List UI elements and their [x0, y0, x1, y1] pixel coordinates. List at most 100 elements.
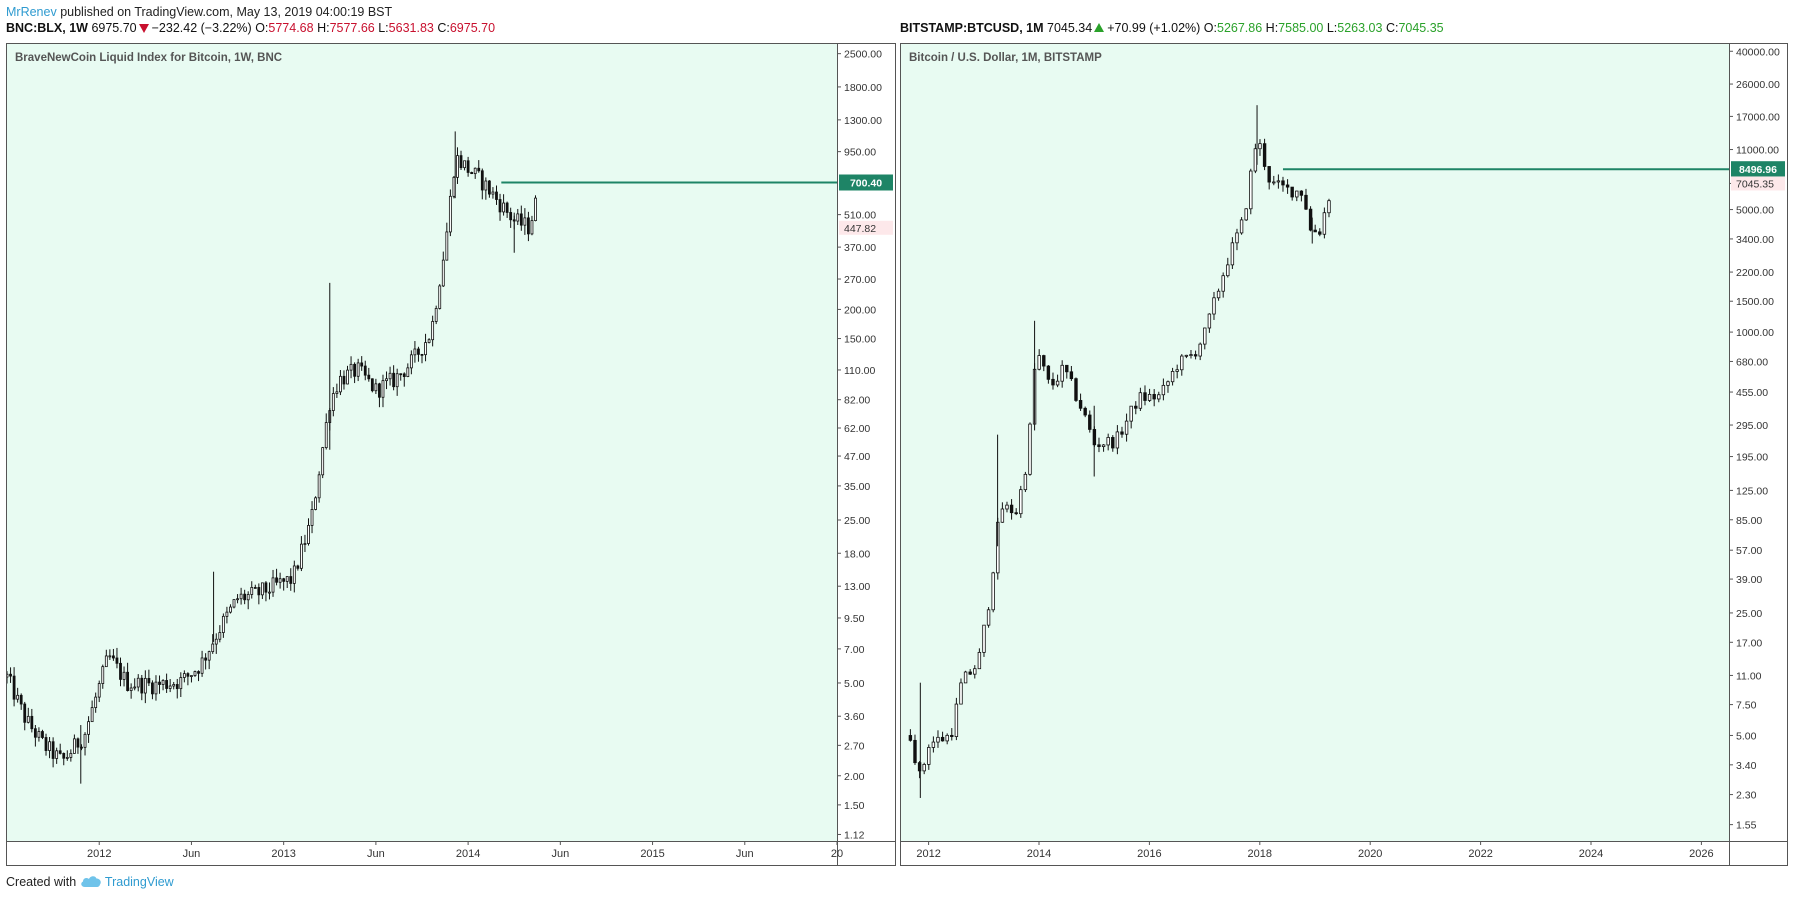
- candle: [346, 365, 349, 385]
- candle-body: [473, 167, 477, 175]
- candle-body: [62, 753, 66, 759]
- candle: [211, 634, 215, 654]
- candle-body: [445, 231, 449, 261]
- candle: [1258, 139, 1262, 156]
- last-price-label: 7045.35: [1736, 178, 1774, 190]
- candle-body: [424, 342, 427, 356]
- candle-body: [41, 731, 44, 738]
- candle-body: [346, 369, 349, 385]
- y-tick-label: 950.00: [844, 147, 876, 159]
- x-tick-label: 2013: [271, 848, 295, 860]
- candle: [445, 222, 449, 261]
- candle: [193, 670, 197, 677]
- candle: [1244, 208, 1248, 221]
- right-chart-pane[interactable]: Bitcoin / U.S. Dollar, 1M, BITSTAMP 40000…: [900, 43, 1788, 866]
- y-tick-label: 200.00: [844, 304, 876, 316]
- candle: [363, 360, 367, 381]
- candle-body: [1216, 290, 1221, 299]
- y-tick-label: 47.00: [844, 451, 870, 463]
- y-tick-label: 5000.00: [1736, 205, 1774, 217]
- candle: [250, 581, 254, 599]
- candle: [172, 681, 176, 690]
- y-tick-label: 17000.00: [1736, 111, 1780, 123]
- candle-body: [1285, 184, 1290, 188]
- y-tick-label: 270.00: [844, 274, 876, 286]
- y-tick-label: 35.00: [844, 481, 870, 493]
- candle: [438, 284, 442, 310]
- left-chart-pane[interactable]: BraveNewCoin Liquid Index for Bitcoin, 1…: [6, 43, 896, 866]
- candle-body: [1097, 444, 1101, 448]
- candle: [44, 733, 48, 756]
- candle-body: [1327, 200, 1331, 214]
- candle: [321, 446, 325, 479]
- right-symbol[interactable]: BITSTAMP:BTCUSD, 1M: [900, 21, 1044, 35]
- candle-body: [1143, 392, 1147, 401]
- candle-body: [1138, 392, 1143, 409]
- left-chart-svg[interactable]: BraveNewCoin Liquid Index for Bitcoin, 1…: [7, 44, 895, 865]
- candle: [108, 649, 112, 660]
- candle: [417, 346, 420, 362]
- candle: [431, 315, 435, 347]
- candle-body: [399, 373, 403, 376]
- candle-body: [1051, 378, 1055, 386]
- candle: [9, 667, 12, 683]
- candle: [253, 584, 257, 589]
- candle-body: [363, 365, 367, 376]
- candle: [360, 356, 364, 371]
- candle: [498, 193, 502, 221]
- candle-body: [285, 576, 289, 582]
- level-price-label: 8496.96: [1739, 164, 1777, 176]
- left-symbol[interactable]: BNC:BLX, 1W: [6, 21, 88, 35]
- candle-body: [1101, 444, 1106, 448]
- x-tick-label: 2015: [640, 848, 664, 860]
- candle: [83, 732, 87, 756]
- candle: [175, 678, 179, 699]
- candle: [229, 604, 232, 614]
- candle-body: [310, 509, 314, 526]
- right-chart-svg[interactable]: Bitcoin / U.S. Dollar, 1M, BITSTAMP 40000…: [901, 44, 1787, 865]
- candle: [1193, 350, 1198, 360]
- candle: [908, 729, 913, 742]
- left-change: −232.42 (−3.22%): [151, 21, 252, 35]
- candle-body: [30, 715, 34, 730]
- candle: [1198, 342, 1202, 361]
- candle-body: [477, 167, 481, 172]
- candle: [1235, 228, 1239, 251]
- candle-body: [406, 367, 410, 378]
- author-link[interactable]: MrRenev: [6, 5, 57, 19]
- level-price-badge: [1731, 161, 1785, 178]
- candle: [480, 168, 484, 200]
- candle: [1313, 224, 1317, 233]
- y-tick-label: 2.00: [844, 771, 865, 783]
- candle: [275, 568, 278, 586]
- tradingview-link[interactable]: TradingView: [104, 875, 174, 889]
- candle-body: [1308, 208, 1313, 231]
- y-tick-label: 7.00: [844, 644, 865, 656]
- candle: [913, 734, 917, 765]
- candle-body: [1134, 405, 1138, 409]
- candle-body: [922, 764, 926, 772]
- candle: [165, 673, 169, 693]
- candle-body: [197, 671, 200, 674]
- candle: [1299, 190, 1304, 202]
- candle: [463, 160, 466, 171]
- x-tick-label: 2018: [1248, 848, 1272, 860]
- candle: [385, 371, 388, 390]
- candle-body: [417, 348, 420, 355]
- candle: [1088, 410, 1092, 433]
- left-symbol-header: BNC:BLX, 1W 6975.70 −232.42 (−3.22%) O:57…: [6, 21, 495, 35]
- candle-body: [1207, 313, 1212, 329]
- right-low: 5263.03: [1337, 21, 1383, 35]
- candle: [1189, 349, 1193, 359]
- candle-body: [913, 739, 917, 764]
- candle: [122, 666, 126, 687]
- candle-body: [431, 321, 435, 341]
- y-tick-label: 17.00: [1736, 637, 1762, 649]
- candle-body: [1028, 423, 1032, 475]
- candle: [505, 201, 509, 218]
- left-low-label: L:: [378, 21, 389, 35]
- candle: [1230, 237, 1235, 270]
- down-arrow-icon: [138, 24, 149, 33]
- candle-body: [207, 651, 211, 661]
- candle: [991, 571, 995, 613]
